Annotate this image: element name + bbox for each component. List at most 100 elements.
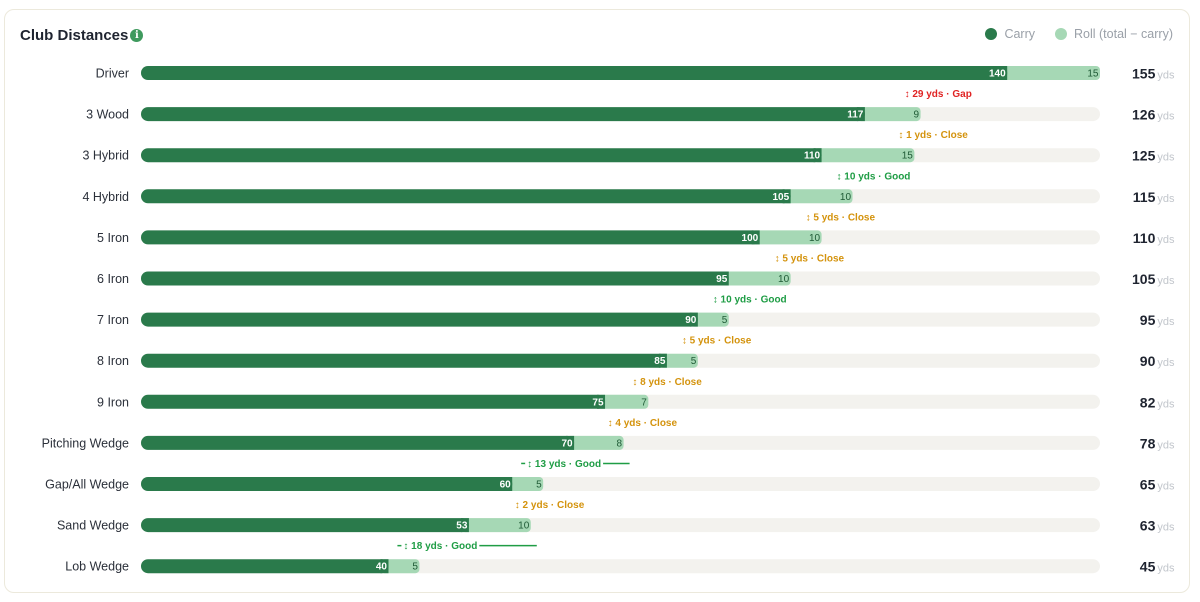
roll-value-label: 5	[722, 315, 728, 326]
total-unit: yds	[1157, 357, 1175, 369]
total-value: 105	[1132, 271, 1156, 287]
total-value: 126	[1132, 107, 1156, 123]
chart-title: Club Distances i	[20, 27, 144, 44]
carry-bar-end	[856, 107, 865, 122]
club-label: Sand Wedge	[57, 519, 129, 533]
roll-bar	[751, 230, 822, 245]
carry-bar-end	[566, 435, 575, 450]
carry-bar	[141, 312, 698, 327]
roll-bar	[380, 559, 420, 574]
roll-bar	[460, 518, 531, 533]
roll-bar	[782, 189, 853, 204]
legend-label-carry: Carry	[1004, 27, 1036, 41]
carry-bar	[141, 353, 667, 368]
club-label: Gap/All Wedge	[45, 478, 129, 492]
roll-bar	[504, 477, 544, 491]
carry-bar-end	[813, 148, 822, 163]
gap-indicator-label: ↕ 5 yds · Close	[682, 336, 752, 347]
legend-item-carry[interactable]: Carry	[985, 27, 1035, 41]
carry-value-label: 85	[654, 356, 666, 367]
carry-bar	[141, 477, 513, 491]
roll-value-label: 10	[778, 274, 790, 285]
carry-bar-end	[689, 312, 698, 327]
total-distance: 78 yds	[1140, 435, 1175, 451]
total-unit: yds	[1157, 398, 1175, 410]
club-label: 8 Iron	[97, 354, 129, 368]
gap-indicator-label: ↕ 5 yds · Close	[806, 212, 876, 223]
total-unit: yds	[1157, 234, 1175, 246]
roll-bar	[720, 271, 791, 286]
carry-value-label: 60	[500, 480, 512, 491]
total-distance: 105 yds	[1132, 271, 1175, 287]
carry-bar	[141, 271, 729, 286]
club-label: 3 Wood	[86, 108, 129, 122]
gap-indicator-label: ↕ 13 yds · Good	[527, 459, 601, 470]
info-icon[interactable]: i	[130, 29, 144, 42]
roll-value-label: 15	[902, 151, 914, 162]
carry-value-label: 53	[456, 521, 468, 532]
carry-value-label: 95	[716, 274, 728, 285]
total-distance: 95 yds	[1140, 312, 1175, 328]
club-label: 9 Iron	[97, 395, 129, 409]
roll-value-label: 10	[809, 233, 821, 244]
carry-bar-end	[504, 477, 513, 491]
gap-indicator-label: ↕ 10 yds · Good	[837, 171, 911, 182]
total-unit: yds	[1157, 481, 1175, 493]
gap-indicator-label: ↕ 18 yds · Good	[403, 541, 477, 552]
roll-bar	[597, 394, 649, 409]
carry-value-label: 105	[772, 192, 789, 203]
legend-swatch-roll	[1055, 28, 1068, 40]
roll-value-label: 9	[914, 110, 920, 121]
roll-bar	[566, 435, 624, 450]
total-value: 65	[1140, 477, 1156, 493]
gap-indicator-label: ↕ 2 yds · Close	[515, 500, 585, 511]
carry-value-label: 117	[847, 110, 864, 121]
club-label: Pitching Wedge	[42, 436, 129, 450]
total-value: 155	[1132, 66, 1156, 82]
carry-bar-end	[597, 394, 606, 409]
gap-indicator-label: ↕ 10 yds · Good	[713, 295, 787, 306]
total-value: 95	[1140, 312, 1156, 328]
legend-item-roll[interactable]: Roll (total − carry)	[1055, 27, 1173, 41]
total-value: 78	[1140, 435, 1156, 451]
carry-bar	[141, 107, 865, 122]
total-unit: yds	[1157, 275, 1175, 287]
roll-value-label: 8	[617, 438, 623, 449]
carry-value-label: 90	[685, 315, 697, 326]
carry-value-label: 40	[376, 562, 388, 573]
roll-value-label: 15	[1087, 69, 1099, 80]
club-label: 3 Hybrid	[82, 149, 129, 163]
carry-bar-end	[999, 66, 1008, 80]
total-distance: 126 yds	[1132, 107, 1175, 123]
total-value: 45	[1140, 559, 1156, 575]
total-value: 90	[1140, 353, 1156, 369]
roll-bar	[689, 312, 729, 327]
roll-bar	[856, 107, 921, 122]
total-distance: 90 yds	[1140, 353, 1175, 369]
carry-bar	[141, 559, 389, 574]
roll-value-label: 5	[412, 562, 418, 573]
carry-bar	[141, 435, 575, 450]
carry-bar	[141, 148, 822, 163]
total-distance: 45 yds	[1140, 559, 1175, 575]
total-distance: 115 yds	[1133, 189, 1175, 205]
club-label: 5 Iron	[97, 231, 129, 245]
carry-bar-end	[658, 353, 667, 368]
total-unit: yds	[1157, 70, 1175, 82]
total-distance: 125 yds	[1132, 148, 1175, 164]
total-unit: yds	[1157, 563, 1175, 575]
roll-value-label: 7	[641, 397, 647, 408]
total-value: 63	[1140, 518, 1156, 534]
carry-bar-end	[380, 559, 389, 574]
gap-indicator-label: ↕ 8 yds · Close	[632, 377, 702, 388]
carry-bar-end	[782, 189, 791, 204]
roll-value-label: 5	[536, 480, 542, 491]
total-unit: yds	[1157, 316, 1175, 328]
club-label: 6 Iron	[97, 272, 129, 286]
carry-bar-end	[720, 271, 729, 286]
club-label: Driver	[96, 67, 129, 81]
gap-indicator-label: ↕ 4 yds · Close	[608, 418, 678, 429]
gap-indicator-label: ↕ 1 yds · Close	[898, 130, 968, 141]
club-distances-card: Club Distances i Carry Roll (total − car…	[4, 9, 1190, 593]
total-distance: 65 yds	[1140, 477, 1175, 493]
